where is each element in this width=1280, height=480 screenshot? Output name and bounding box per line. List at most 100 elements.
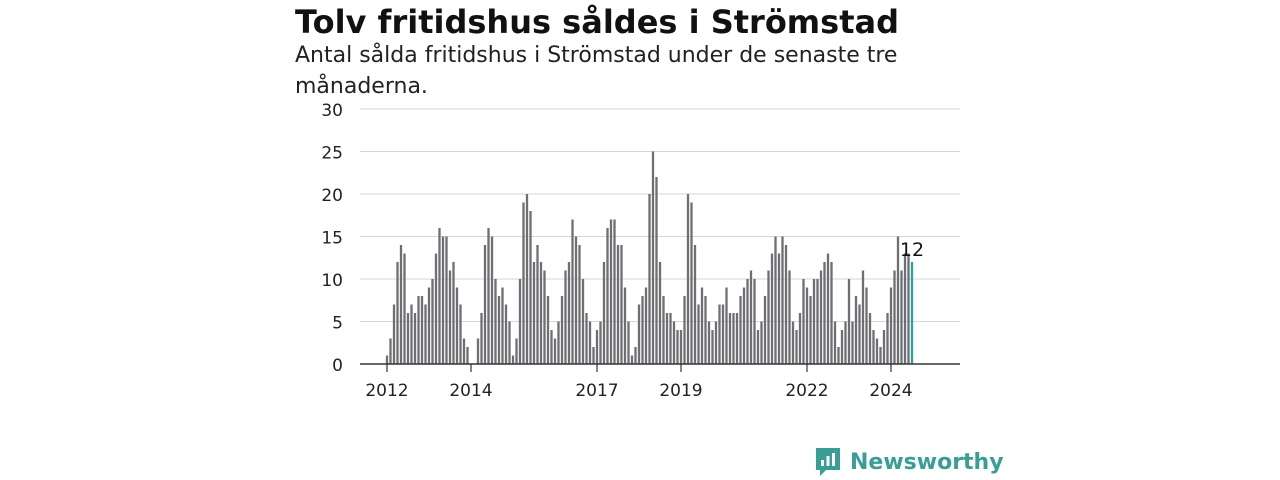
bar <box>742 287 746 364</box>
bar <box>809 296 812 364</box>
bar <box>389 338 392 364</box>
bar <box>501 287 504 364</box>
bar <box>774 236 777 364</box>
bar <box>413 313 417 364</box>
bar <box>532 262 536 364</box>
newsworthy-logo-icon <box>816 448 840 476</box>
bar <box>539 262 543 364</box>
bar <box>676 330 679 364</box>
bar <box>770 253 774 364</box>
bar <box>620 245 623 364</box>
y-tick-label: 5 <box>332 314 343 334</box>
bar <box>431 279 434 364</box>
bar <box>760 321 763 364</box>
bar <box>483 245 487 364</box>
bar <box>683 296 686 364</box>
bar <box>462 338 466 364</box>
bar <box>903 253 907 364</box>
bar <box>868 313 872 364</box>
bar <box>585 313 588 364</box>
bar <box>896 236 900 364</box>
bar <box>602 262 606 364</box>
bar <box>802 279 805 364</box>
bar <box>515 338 518 364</box>
bar <box>851 321 854 364</box>
bar <box>875 338 879 364</box>
bar <box>679 330 683 364</box>
y-tick-label: 15 <box>321 229 343 249</box>
bar <box>567 262 571 364</box>
bar <box>655 177 658 364</box>
bar <box>658 262 662 364</box>
bar <box>634 347 637 364</box>
bar <box>830 262 833 364</box>
bar <box>550 330 553 364</box>
bar <box>732 313 735 364</box>
bar <box>704 296 707 364</box>
bar <box>588 321 592 364</box>
bar <box>837 347 840 364</box>
y-tick-label: 0 <box>332 356 343 376</box>
bar <box>669 313 672 364</box>
bar <box>417 296 420 364</box>
bar <box>816 279 819 364</box>
bar <box>798 313 802 364</box>
bar <box>665 313 669 364</box>
bar <box>784 245 788 364</box>
bar <box>396 262 399 364</box>
bar <box>900 270 903 364</box>
bar <box>819 270 823 364</box>
x-tick-label: 2017 <box>575 381 618 401</box>
y-tick-label: 30 <box>321 101 343 121</box>
bar <box>858 304 861 364</box>
bar <box>420 296 424 364</box>
bar <box>445 236 448 364</box>
bar <box>609 219 613 364</box>
x-tick-label: 2019 <box>659 381 702 401</box>
bar <box>651 151 655 364</box>
bar <box>410 304 413 364</box>
bar <box>630 355 634 364</box>
chart-title: Tolv fritidshus såldes i Strömstad <box>295 3 899 41</box>
bar <box>739 296 742 364</box>
bar <box>406 313 410 364</box>
bar <box>399 245 403 364</box>
bar <box>697 304 700 364</box>
bar <box>725 287 728 364</box>
bar <box>560 296 564 364</box>
bar <box>805 287 809 364</box>
bar <box>763 296 767 364</box>
bar <box>767 270 770 364</box>
bar <box>833 321 837 364</box>
bar <box>641 296 644 364</box>
brand-logo: Newsworthy <box>814 446 1004 478</box>
bar <box>686 194 690 364</box>
chart-subtitle: Antal sålda fritidshus i Strömstad under… <box>295 43 898 99</box>
bar <box>504 304 508 364</box>
x-tick-label: 2024 <box>869 381 912 401</box>
bar <box>613 219 616 364</box>
bar <box>522 202 525 364</box>
bar <box>847 279 851 364</box>
bar <box>592 347 595 364</box>
bar <box>581 279 585 364</box>
bar <box>497 296 501 364</box>
bar <box>392 304 396 364</box>
bar <box>424 304 427 364</box>
y-axis-tick-labels: 0 5 10 15 20 25 30 <box>321 101 343 376</box>
bar <box>777 253 781 364</box>
bar <box>707 321 711 364</box>
bar <box>756 330 760 364</box>
y-tick-label: 25 <box>321 144 343 164</box>
bar <box>546 296 550 364</box>
bar <box>861 270 865 364</box>
bar <box>718 304 721 364</box>
bar <box>494 279 497 364</box>
bar <box>879 347 882 364</box>
bar <box>385 355 389 364</box>
bar <box>690 202 693 364</box>
bar <box>637 304 641 364</box>
bars <box>385 151 914 364</box>
bar <box>606 228 609 364</box>
bar <box>882 330 886 364</box>
